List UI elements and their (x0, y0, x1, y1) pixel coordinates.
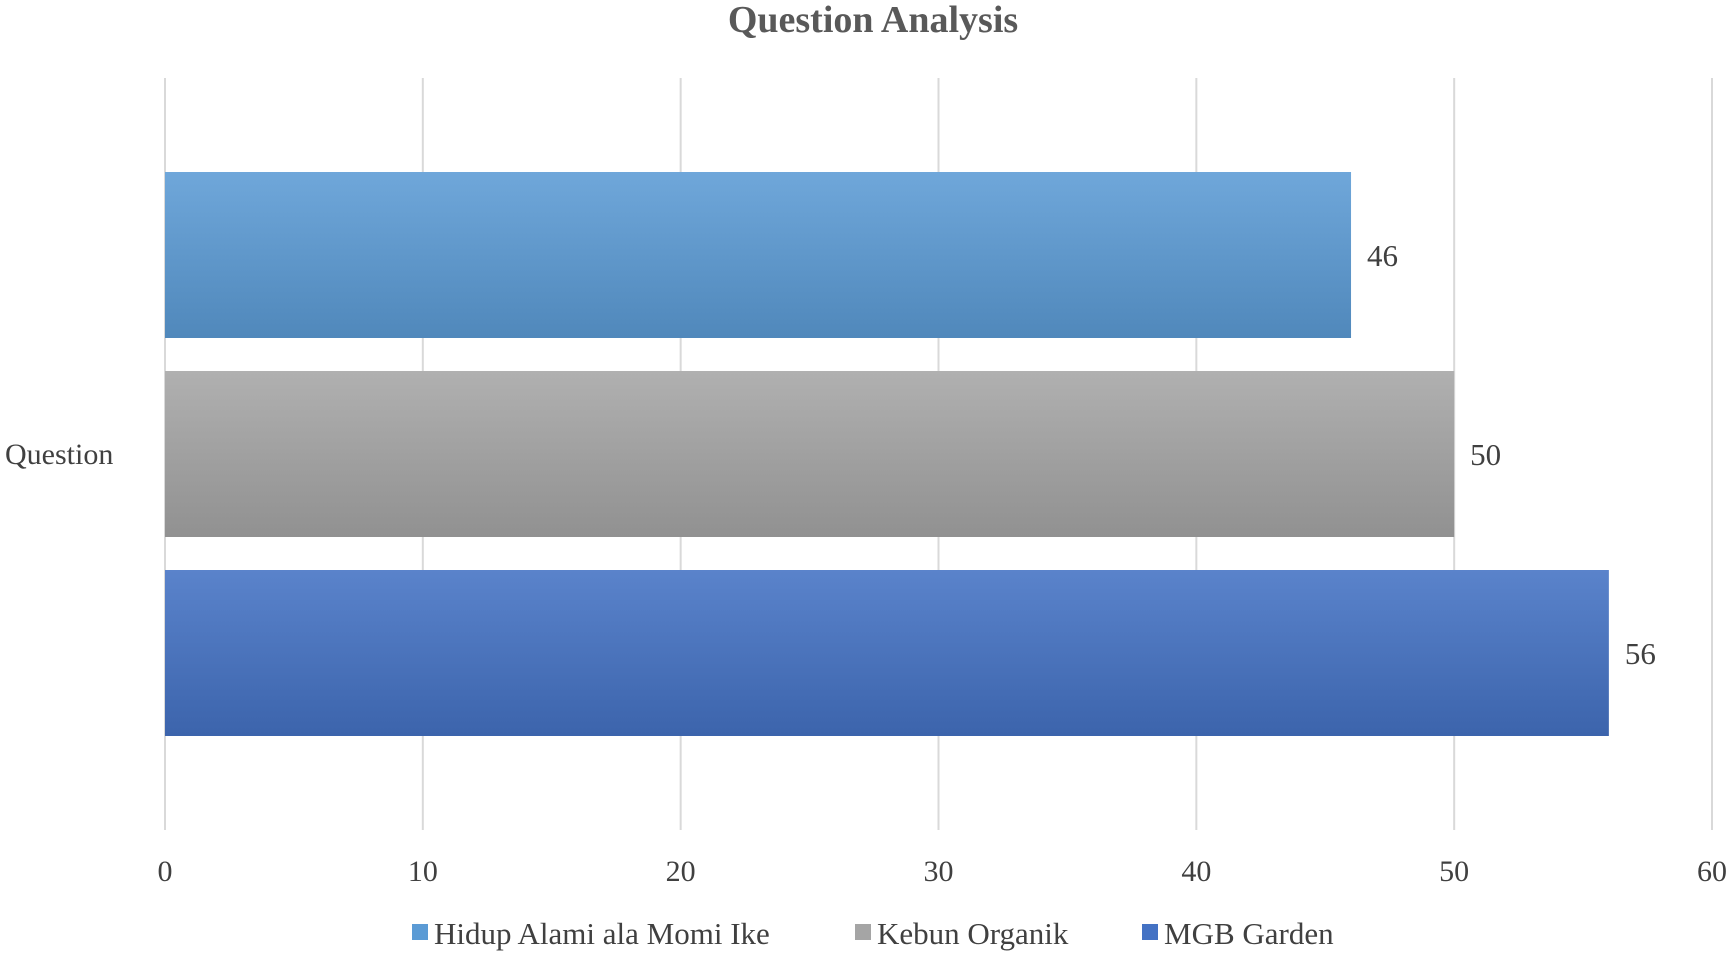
x-tick-label: 20 (666, 855, 696, 888)
legend-item: Hidup Alami ala Momi Ike (434, 916, 770, 951)
x-tick-label: 10 (408, 855, 438, 888)
bar-kebun-organik (165, 371, 1455, 537)
category-label: Question (5, 438, 113, 471)
data-label: 46 (1367, 238, 1398, 273)
bar-mgb-garden (165, 570, 1609, 736)
data-labels: 46 50 56 (1367, 238, 1656, 671)
legend-item: Kebun Organik (877, 916, 1069, 951)
bars (165, 172, 1609, 736)
legend-swatch (1142, 924, 1158, 940)
y-axis-categories: Question (5, 438, 113, 471)
legend-item: MGB Garden (1164, 916, 1334, 951)
legend-swatch (412, 924, 428, 940)
x-axis-ticks: 0 10 20 30 40 50 60 (158, 855, 1728, 888)
x-tick-label: 40 (1181, 855, 1211, 888)
x-tick-label: 50 (1439, 855, 1469, 888)
bar-hidup-alami-ala-momi-ike (165, 172, 1352, 338)
x-tick-label: 60 (1697, 855, 1727, 888)
legend: Hidup Alami ala Momi Ike Kebun Organik MGB… (412, 916, 1334, 951)
data-label: 50 (1470, 437, 1501, 472)
chart-title: Question Analysis (728, 0, 1018, 41)
data-label: 56 (1625, 636, 1656, 671)
x-tick-label: 30 (924, 855, 954, 888)
x-tick-label: 0 (158, 855, 173, 888)
legend-swatch (855, 924, 871, 940)
